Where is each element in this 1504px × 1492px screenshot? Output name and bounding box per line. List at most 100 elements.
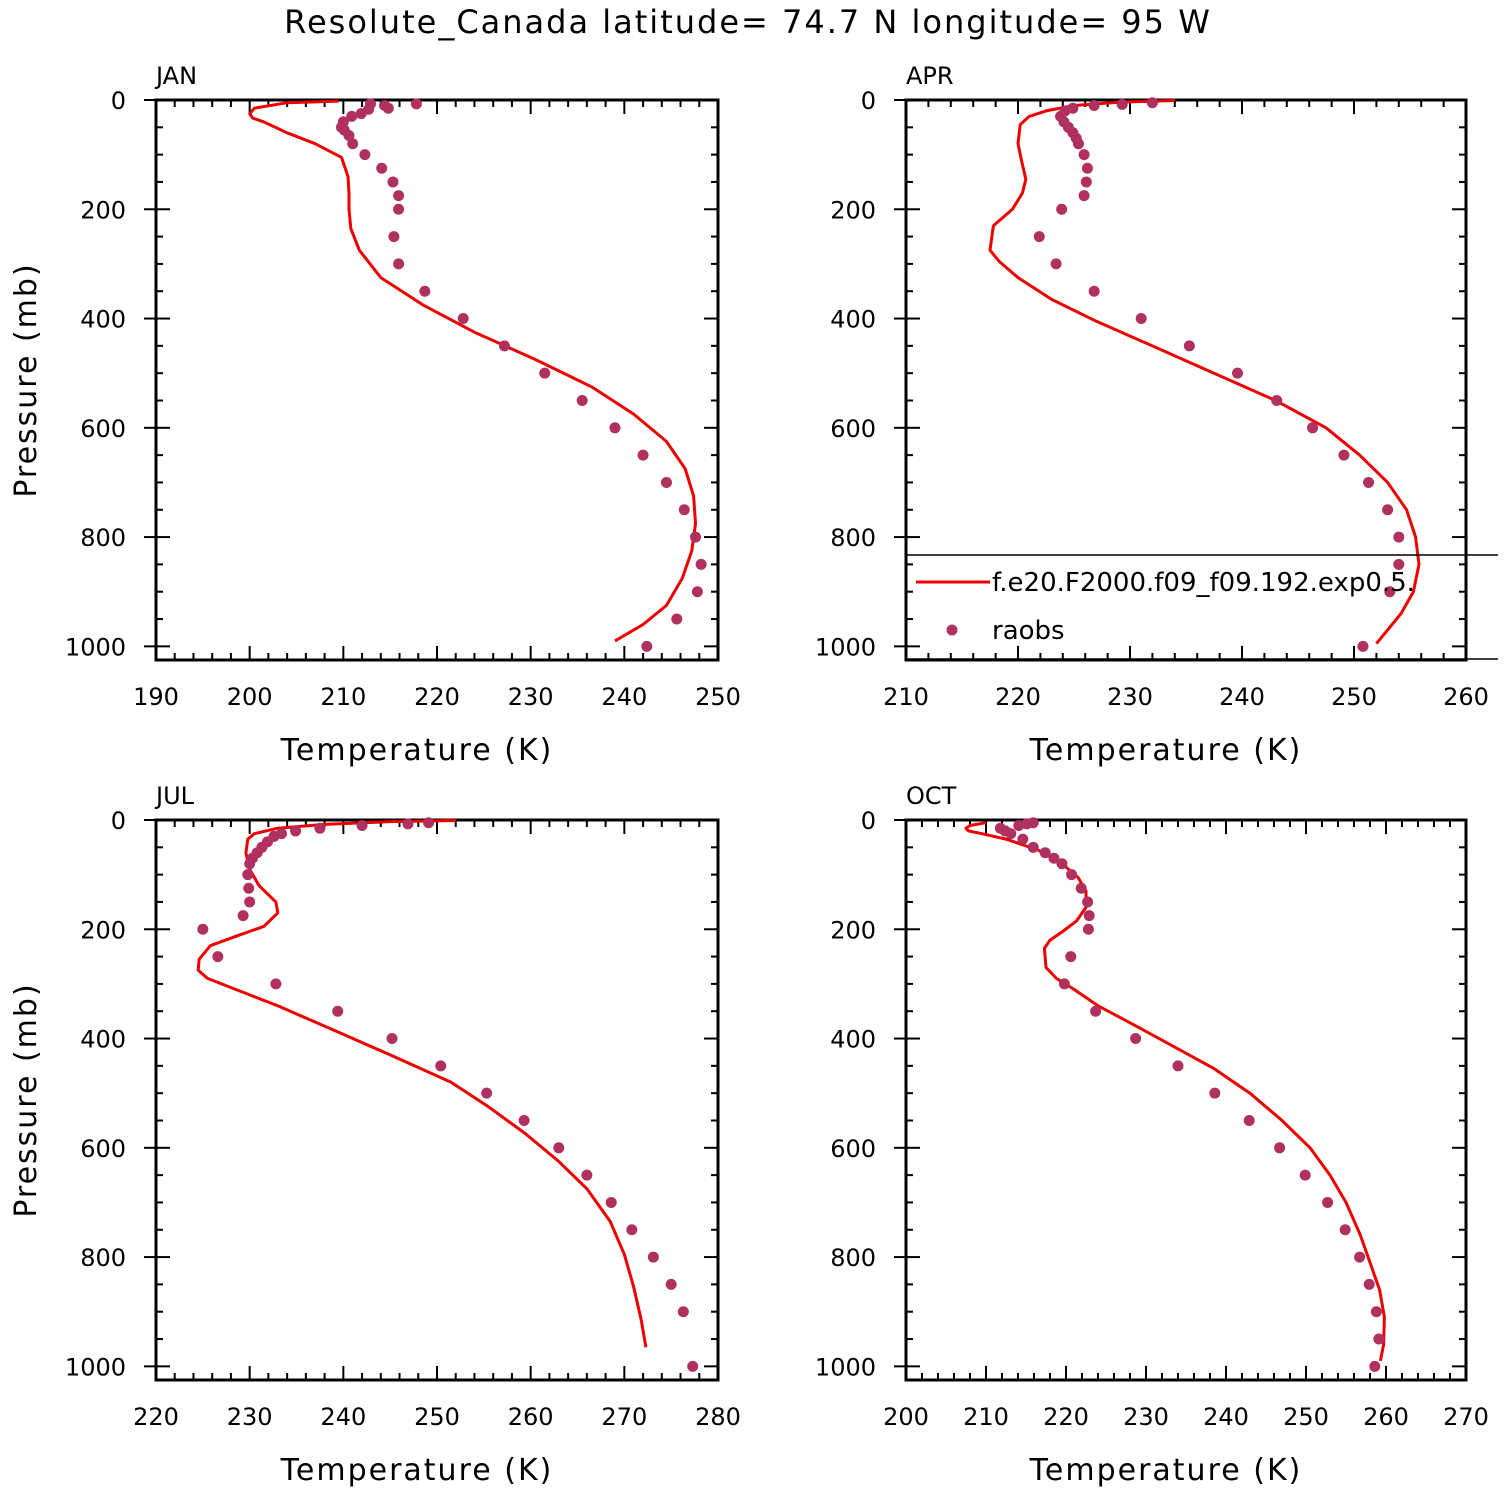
model-line bbox=[196, 819, 648, 1348]
raobs-point bbox=[376, 162, 388, 174]
raobs-point bbox=[678, 504, 690, 516]
raobs-point bbox=[1017, 833, 1029, 845]
x-tick-label: 220 bbox=[133, 1403, 179, 1431]
x-axis-title: Temperature (K) bbox=[280, 733, 554, 768]
plot-frame bbox=[904, 818, 1468, 1382]
raobs-point bbox=[1083, 910, 1095, 922]
raobs-point bbox=[1382, 504, 1394, 516]
legend-model-label: f.e20.F2000.f09_f09.192.exp0.5. bbox=[992, 568, 1415, 598]
x-tick-label: 200 bbox=[227, 683, 273, 711]
raobs-point bbox=[1090, 1005, 1102, 1017]
x-tick-label: 220 bbox=[1043, 1403, 1089, 1431]
raobs-point bbox=[393, 203, 405, 215]
raobs-point bbox=[609, 422, 621, 434]
raobs-point bbox=[1027, 841, 1039, 853]
raobs-point bbox=[665, 1278, 677, 1290]
panel-jul: JUL 220 230 240 250 260 270 280 0 200 400 600 800 100… bbox=[9, 782, 741, 1488]
raobs-point bbox=[660, 476, 672, 488]
raobs-point bbox=[1075, 882, 1087, 894]
figure-title: Resolute_Canada latitude= 74.7 N longitu… bbox=[284, 3, 1212, 41]
raobs-point bbox=[393, 258, 405, 270]
raobs-point bbox=[379, 99, 391, 111]
raobs-point bbox=[1354, 1251, 1366, 1263]
raobs-point bbox=[1135, 313, 1147, 325]
raobs-point bbox=[356, 819, 368, 831]
x-tick-label: 250 bbox=[414, 1403, 460, 1431]
model-line bbox=[248, 99, 697, 643]
raobs-point bbox=[641, 640, 653, 652]
raobs-point bbox=[1172, 1060, 1184, 1072]
raobs-point bbox=[1373, 1333, 1385, 1345]
y-tick-label: 600 bbox=[80, 1135, 126, 1163]
raobs-point bbox=[581, 1169, 593, 1181]
raobs-point bbox=[1232, 367, 1244, 379]
y-tick-label: 200 bbox=[80, 916, 126, 944]
raobs-point bbox=[1005, 828, 1017, 840]
x-axis-title: Temperature (K) bbox=[1029, 733, 1303, 768]
x-tick-label: 260 bbox=[508, 1403, 554, 1431]
raobs-point bbox=[1080, 176, 1092, 188]
raobs-point bbox=[1116, 98, 1128, 110]
panel-label: JAN bbox=[154, 62, 197, 90]
raobs-point bbox=[1088, 99, 1100, 111]
raobs-point bbox=[576, 394, 588, 406]
raobs-point bbox=[270, 978, 282, 990]
raobs-point bbox=[539, 367, 551, 379]
x-tick-label: 230 bbox=[1107, 683, 1153, 711]
raobs-point bbox=[1066, 869, 1078, 881]
raobs-point bbox=[1056, 858, 1068, 870]
x-tick-label: 230 bbox=[508, 683, 554, 711]
raobs-point bbox=[290, 825, 302, 837]
x-tick-label: 210 bbox=[963, 1403, 1009, 1431]
x-tick-label: 250 bbox=[1331, 683, 1377, 711]
raobs-point bbox=[435, 1060, 447, 1072]
raobs-point bbox=[1146, 97, 1158, 109]
panel-label: OCT bbox=[906, 782, 957, 810]
panel-label: APR bbox=[906, 62, 954, 90]
x-tick-label: 240 bbox=[1219, 683, 1265, 711]
raobs-point bbox=[332, 1005, 344, 1017]
x-tick-label: 260 bbox=[1363, 1403, 1409, 1431]
raobs-point bbox=[1081, 162, 1093, 174]
y-tick-label: 1000 bbox=[815, 633, 876, 661]
raobs-point bbox=[1039, 847, 1051, 859]
raobs-point bbox=[1056, 203, 1068, 215]
x-tick-label: 270 bbox=[1443, 1403, 1489, 1431]
raobs-point bbox=[677, 1306, 689, 1318]
raobs-point bbox=[343, 130, 355, 142]
raobs-point bbox=[1130, 1033, 1142, 1045]
raobs-point bbox=[553, 1142, 565, 1154]
y-tick-label: 200 bbox=[830, 916, 876, 944]
raobs-point bbox=[1393, 558, 1405, 570]
model-line bbox=[964, 821, 1386, 1362]
panel-apr: APR 210 220 230 240 250 260 0 200 400 600 800 1000 Te… bbox=[815, 62, 1498, 768]
raobs-point bbox=[1369, 1360, 1381, 1372]
plot-frame bbox=[904, 98, 1468, 662]
raobs-point bbox=[1274, 1142, 1286, 1154]
raobs-point bbox=[1338, 449, 1350, 461]
raobs-point bbox=[690, 531, 702, 543]
raobs-point bbox=[237, 910, 249, 922]
plot-frame bbox=[154, 98, 720, 662]
raobs-point bbox=[419, 285, 431, 297]
raobs-point bbox=[1393, 531, 1405, 543]
raobs-point bbox=[637, 449, 649, 461]
x-tick-label: 220 bbox=[995, 683, 1041, 711]
raobs-point bbox=[695, 558, 707, 570]
raobs-point bbox=[647, 1251, 659, 1263]
raobs-point bbox=[242, 869, 254, 881]
raobs-point bbox=[243, 882, 255, 894]
y-tick-label: 600 bbox=[830, 415, 876, 443]
x-tick-label: 230 bbox=[1123, 1403, 1169, 1431]
raobs-point bbox=[1088, 285, 1100, 297]
y-tick-label: 200 bbox=[830, 196, 876, 224]
raobs-point bbox=[1082, 896, 1094, 908]
legend-raobs-label: raobs bbox=[992, 616, 1065, 646]
y-tick-label: 800 bbox=[830, 1244, 876, 1272]
raobs-point bbox=[1013, 819, 1025, 831]
raobs-point bbox=[457, 313, 469, 325]
model-line bbox=[988, 99, 1421, 645]
y-tick-label: 1000 bbox=[65, 1353, 126, 1381]
y-tick-label: 800 bbox=[830, 524, 876, 552]
